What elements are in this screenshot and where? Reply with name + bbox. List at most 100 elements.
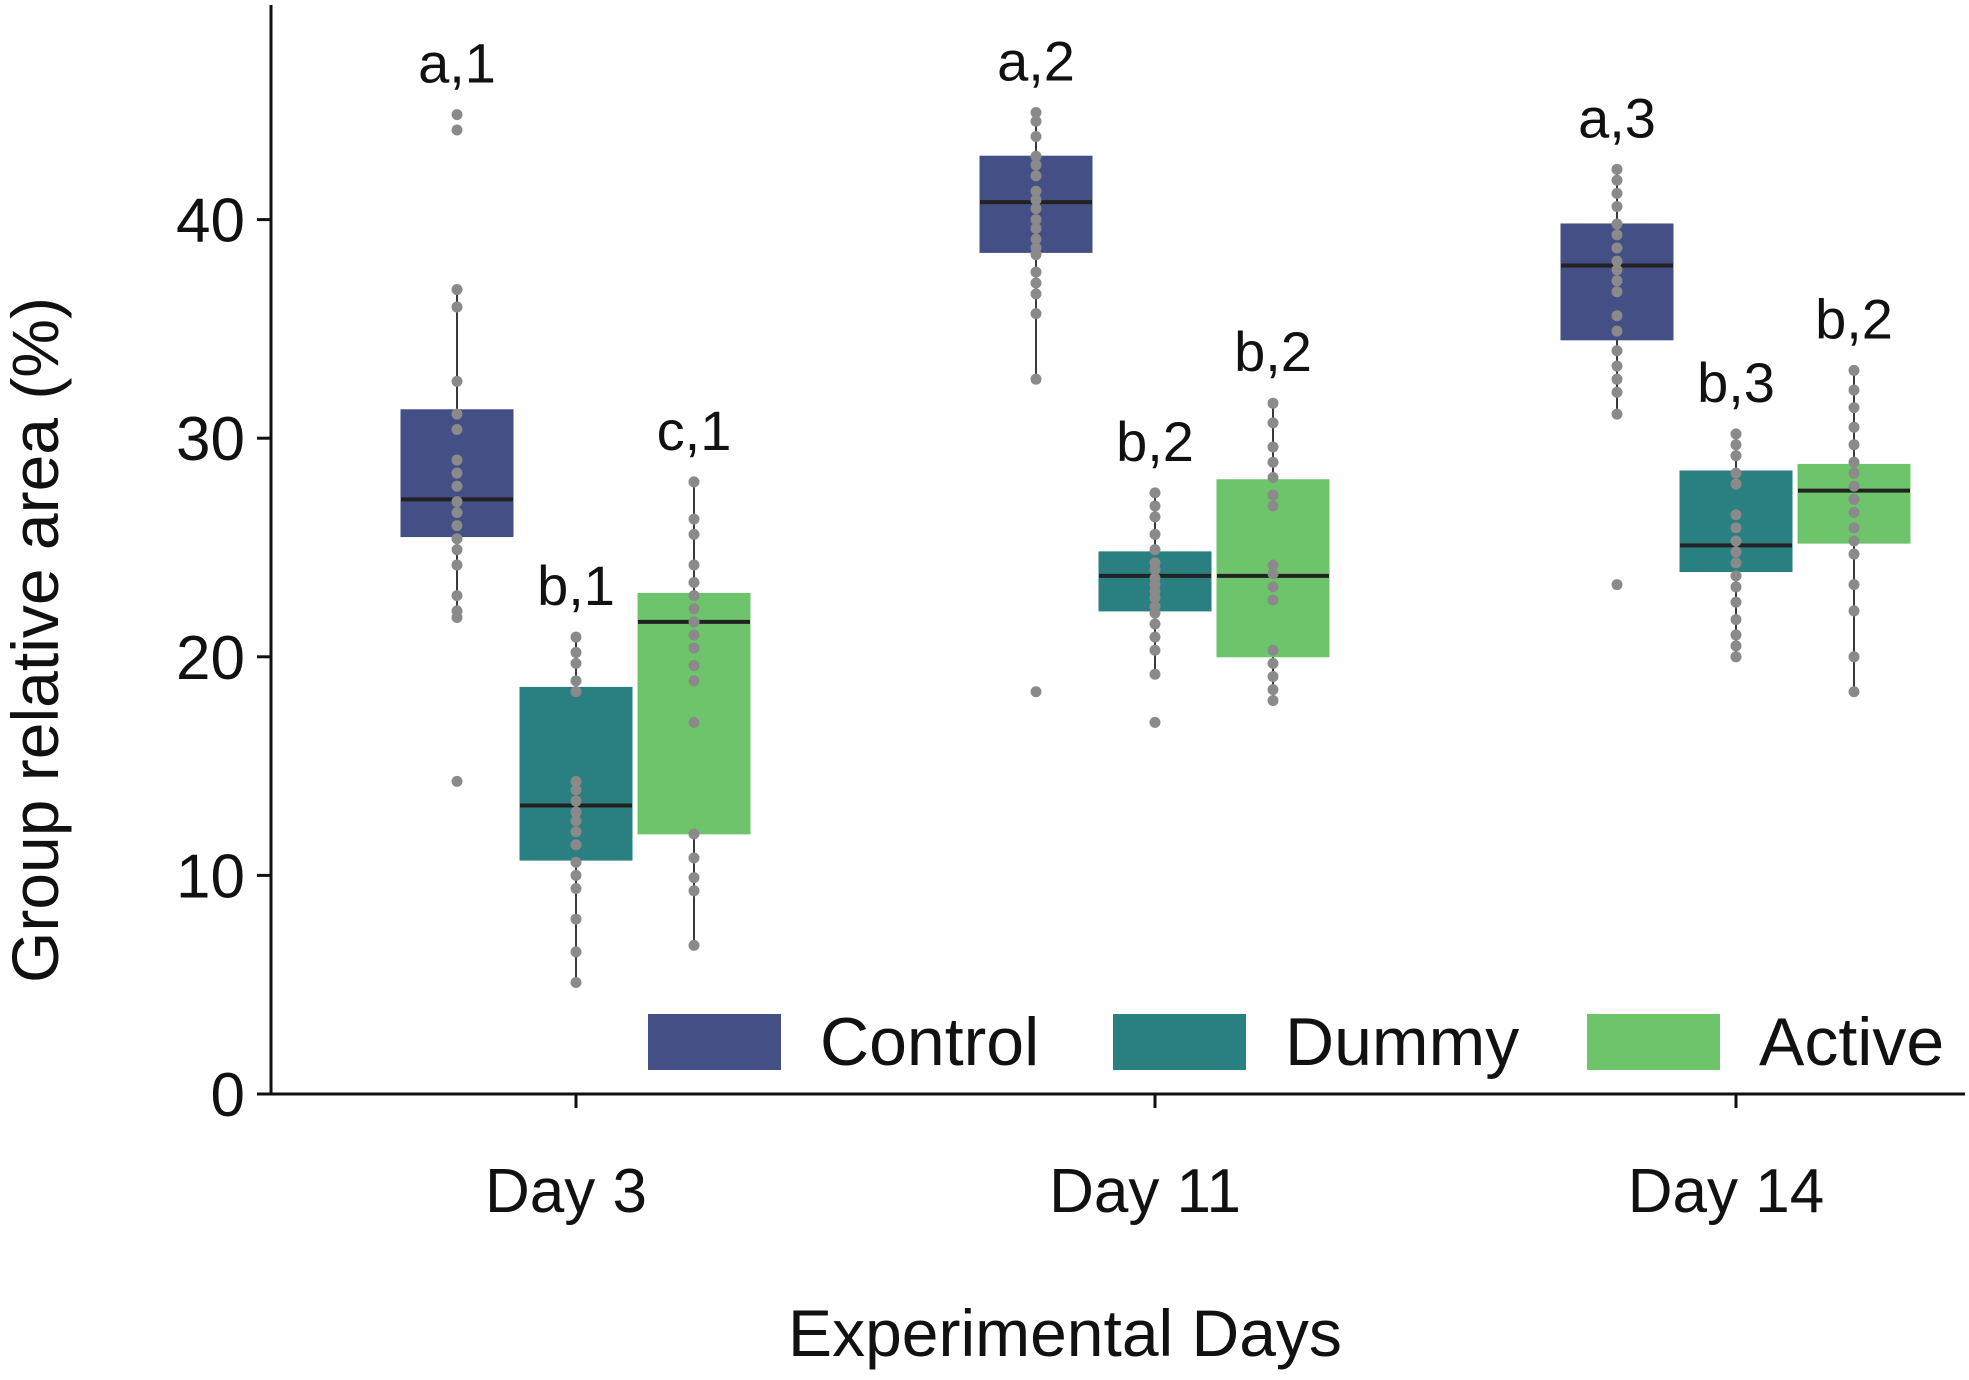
- data-point: [1611, 229, 1623, 241]
- data-point: [451, 284, 463, 296]
- data-point: [570, 784, 582, 796]
- data-point: [1267, 644, 1279, 656]
- data-point: [1730, 467, 1742, 479]
- y-tick-label: 40: [176, 187, 245, 256]
- data-point: [1730, 522, 1742, 534]
- data-point: [1267, 456, 1279, 468]
- data-point: [1611, 174, 1623, 186]
- data-point: [688, 603, 700, 615]
- data-point: [1611, 218, 1623, 230]
- data-point: [1149, 716, 1161, 728]
- legend-swatch: [1587, 1014, 1720, 1070]
- data-point: [1848, 480, 1860, 492]
- data-point: [1030, 288, 1042, 300]
- data-point: [1611, 286, 1623, 298]
- data-point: [1149, 528, 1161, 540]
- box-dummy-day-11: b,2: [1098, 410, 1212, 728]
- data-point: [1611, 163, 1623, 175]
- data-point: [451, 775, 463, 787]
- data-point: [1848, 605, 1860, 617]
- data-point: [1730, 629, 1742, 641]
- data-point: [451, 109, 463, 121]
- data-point: [570, 806, 582, 818]
- legend-label: Dummy: [1285, 1004, 1519, 1080]
- data-point: [570, 883, 582, 895]
- data-point: [1030, 131, 1042, 143]
- legend-swatch: [648, 1014, 781, 1070]
- data-point: [1730, 596, 1742, 608]
- data-point: [688, 939, 700, 951]
- data-point: [1030, 249, 1042, 261]
- y-tick-label: 10: [176, 842, 245, 911]
- data-point: [1149, 618, 1161, 630]
- significance-label: c,1: [657, 399, 732, 462]
- data-point: [1611, 579, 1623, 591]
- box-active-day-11: b,2: [1216, 320, 1330, 707]
- data-point: [570, 913, 582, 925]
- data-point: [1730, 509, 1742, 521]
- data-point: [1848, 384, 1860, 396]
- data-point: [1149, 631, 1161, 643]
- data-point: [1848, 548, 1860, 560]
- data-point: [1030, 115, 1042, 127]
- data-point: [1730, 450, 1742, 462]
- data-point: [1030, 308, 1042, 320]
- data-point: [1730, 478, 1742, 490]
- data-point: [1030, 194, 1042, 206]
- data-point: [451, 590, 463, 602]
- data-point: [688, 629, 700, 641]
- data-point: [1730, 570, 1742, 582]
- box-control-day-3: a,1: [400, 32, 514, 787]
- significance-label: b,2: [1234, 320, 1312, 383]
- data-point: [1030, 233, 1042, 245]
- data-point: [1267, 594, 1279, 606]
- data-point: [1848, 364, 1860, 376]
- data-point: [688, 559, 700, 571]
- data-point: [451, 507, 463, 519]
- data-point: [1030, 185, 1042, 197]
- data-point: [1149, 592, 1161, 604]
- data-point: [451, 544, 463, 556]
- data-point: [688, 852, 700, 864]
- data-point: [1848, 421, 1860, 433]
- data-point: [1730, 640, 1742, 652]
- data-point: [1030, 106, 1042, 118]
- significance-label: b,2: [1116, 410, 1194, 473]
- data-point: [1730, 535, 1742, 547]
- data-point: [1611, 345, 1623, 357]
- data-point: [1848, 456, 1860, 468]
- data-point: [1611, 187, 1623, 199]
- data-point: [688, 528, 700, 540]
- legend: Control Dummy Active: [648, 1004, 1944, 1080]
- data-point: [570, 826, 582, 838]
- data-point: [688, 828, 700, 840]
- significance-label: a,2: [997, 29, 1075, 92]
- data-point: [1848, 535, 1860, 547]
- data-point: [688, 716, 700, 728]
- data-point: [451, 301, 463, 313]
- legend-swatch: [1113, 1014, 1246, 1070]
- data-point: [1730, 428, 1742, 440]
- data-point: [1030, 266, 1042, 278]
- x-tick-label: Day 14: [1628, 1157, 1824, 1226]
- data-point: [688, 576, 700, 588]
- data-point: [451, 124, 463, 136]
- data-point: [1149, 544, 1161, 556]
- data-point: [1611, 408, 1623, 420]
- x-tick-label: Day 11: [1049, 1157, 1241, 1226]
- plot-area: 0 10 20 30 40 Day 3 Day 11 Day 14 a,1 a,2 a,3 b,1 b,…: [176, 5, 1965, 1226]
- data-point: [451, 496, 463, 508]
- data-point: [1848, 439, 1860, 451]
- data-point: [570, 946, 582, 958]
- legend-label: Active: [1759, 1004, 1944, 1080]
- data-point: [451, 559, 463, 571]
- box-dummy-day-14: b,3: [1679, 351, 1793, 663]
- data-point: [451, 375, 463, 387]
- data-point: [1267, 472, 1279, 484]
- data-point: [1848, 579, 1860, 591]
- data-point: [1730, 581, 1742, 593]
- data-point: [451, 611, 463, 623]
- data-point: [1611, 386, 1623, 398]
- data-point: [570, 657, 582, 669]
- data-point: [1730, 439, 1742, 451]
